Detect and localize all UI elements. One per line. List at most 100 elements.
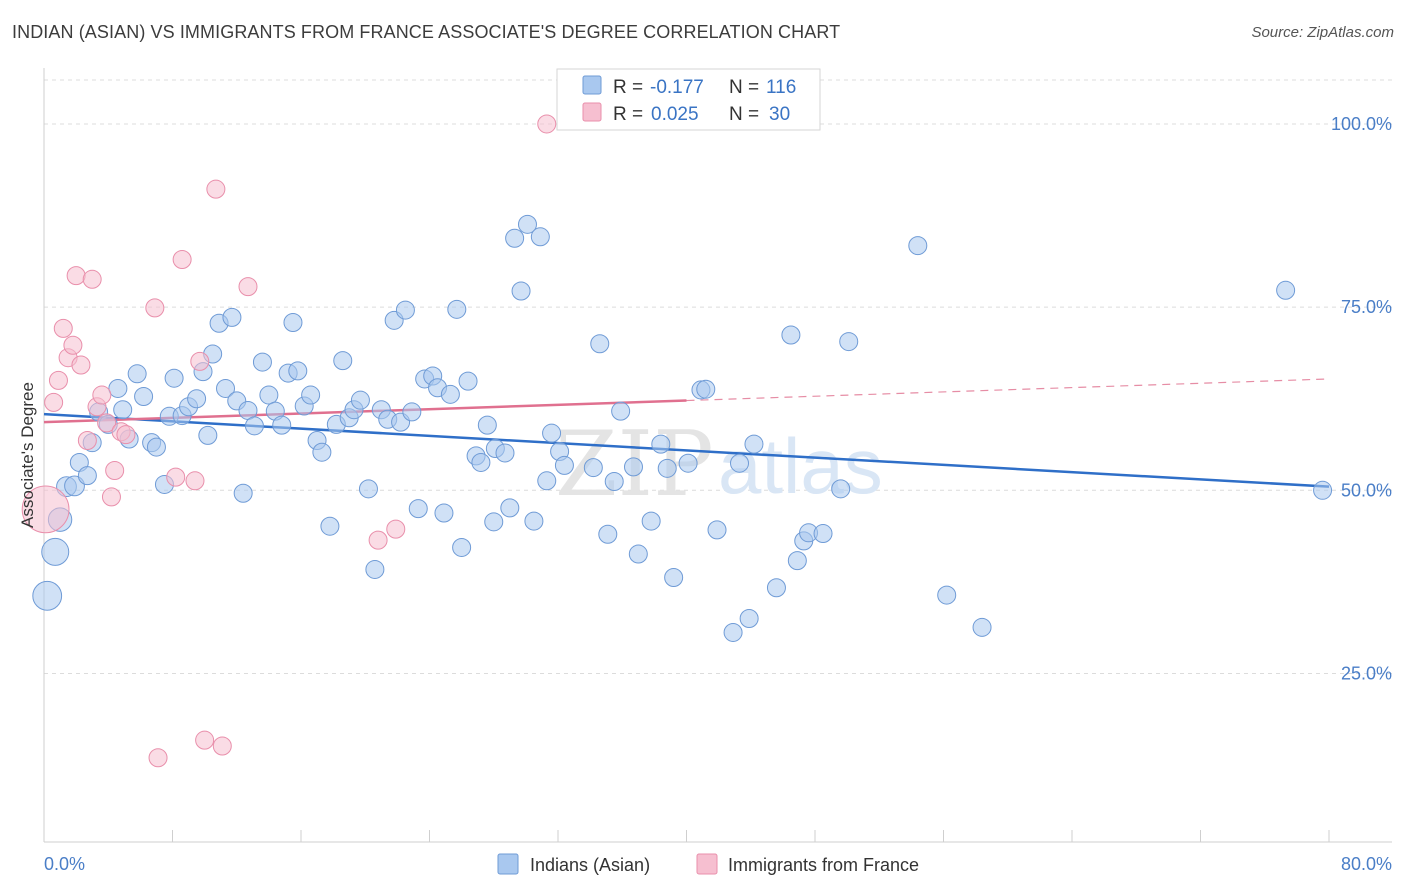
legend-swatch-france	[696, 853, 718, 875]
x-tick-label-min: 0.0%	[44, 854, 85, 874]
point-s1-4	[64, 475, 85, 497]
point-s2-12	[97, 413, 117, 433]
x-tick-label-max: 80.0%	[1341, 854, 1392, 874]
point-s1-64	[447, 299, 467, 319]
point-s1-110	[908, 236, 928, 256]
point-s1-70	[484, 512, 504, 532]
stat-n-label-1: N =	[729, 77, 759, 98]
legend-label-france: Immigrants from France	[728, 855, 919, 875]
point-s1-1	[41, 537, 70, 566]
point-s1-56	[395, 300, 415, 320]
watermark: ZIP atlas	[555, 412, 883, 517]
point-s1-44	[320, 516, 340, 536]
point-s1-93	[664, 567, 684, 587]
point-s1-100	[739, 609, 759, 629]
point-s1-76	[517, 214, 537, 234]
y-axis-label: Associate's Degree	[18, 382, 37, 528]
point-s1-77	[524, 511, 544, 531]
point-s1-102	[766, 578, 786, 598]
point-s2-9	[82, 269, 102, 289]
point-s1-108	[831, 479, 851, 499]
point-s1-89	[628, 544, 648, 564]
point-s1-112	[972, 617, 992, 637]
y-tick-labels: 25.0% 50.0% 75.0% 100.0%	[1331, 114, 1392, 684]
point-s1-109	[839, 332, 859, 352]
point-s2-22	[190, 351, 210, 371]
point-s1-10	[108, 378, 128, 398]
point-s1-33	[252, 352, 272, 372]
point-s1-96	[696, 379, 716, 399]
point-s2-27	[368, 530, 388, 550]
point-s1-43	[312, 442, 332, 462]
point-s1-24	[198, 425, 218, 445]
point-s2-23	[195, 730, 215, 750]
point-s1-91	[651, 434, 671, 454]
point-s2-13	[101, 487, 121, 507]
legend-swatch-indian	[497, 853, 519, 875]
y-tick-label-3: 100.0%	[1331, 114, 1392, 134]
point-s2-2	[48, 370, 68, 390]
point-s1-63	[440, 384, 460, 404]
point-s1-19	[164, 368, 184, 388]
point-s1-27	[216, 378, 236, 398]
series-legend: Indians (Asian) Immigrants from France	[497, 853, 919, 875]
point-s1-73	[500, 498, 520, 518]
point-s1-13	[127, 364, 147, 384]
point-s2-18	[148, 748, 168, 768]
point-s1-0	[32, 580, 63, 611]
point-s1-103	[781, 325, 801, 345]
point-s1-30	[233, 483, 253, 503]
point-s1-92	[657, 458, 677, 478]
point-s1-14	[134, 387, 154, 407]
point-s2-1	[44, 392, 64, 412]
point-s2-11	[92, 385, 112, 405]
stats-legend: R = -0.177 N = 116 R = 0.025 N = 30	[556, 68, 821, 131]
stat-r-label-1: R =	[613, 77, 643, 98]
y-tick-label-2: 75.0%	[1341, 297, 1392, 317]
point-s2-19	[166, 467, 186, 487]
point-s1-78	[530, 227, 550, 247]
point-s2-21	[185, 471, 205, 491]
stat-n-value-2: 30	[769, 104, 790, 125]
data-points	[21, 114, 1333, 768]
point-s2-5	[63, 335, 83, 355]
point-s1-68	[471, 452, 491, 472]
point-s1-97	[707, 520, 727, 540]
point-s1-114	[1313, 480, 1333, 500]
point-s1-36	[272, 415, 292, 435]
stat-n-value-1: 116	[766, 77, 796, 98]
point-s1-98	[723, 622, 743, 642]
point-s1-84	[590, 334, 610, 354]
point-s1-74	[505, 228, 525, 248]
point-s1-113	[1276, 280, 1296, 300]
point-s1-39	[288, 361, 308, 381]
point-s1-80	[542, 423, 562, 443]
point-s1-86	[604, 472, 624, 492]
point-s1-107	[813, 524, 833, 544]
point-s2-14	[105, 461, 125, 481]
point-s1-83	[583, 458, 603, 478]
point-s1-104	[787, 551, 807, 571]
point-s1-90	[641, 511, 661, 531]
point-s2-3	[53, 318, 73, 338]
point-s1-46	[333, 351, 353, 371]
point-s1-66	[458, 371, 478, 391]
point-s1-87	[611, 401, 631, 421]
trend-line-s2	[43, 399, 687, 424]
point-s2-26	[238, 277, 258, 297]
point-s1-32	[244, 416, 264, 436]
point-s1-88	[623, 457, 643, 477]
point-s2-25	[212, 736, 232, 756]
point-s1-75	[511, 281, 531, 301]
point-s1-22	[187, 389, 207, 409]
point-s1-57	[402, 402, 422, 422]
point-s1-41	[301, 385, 321, 405]
point-s2-24	[206, 179, 226, 199]
point-s1-82	[554, 455, 574, 475]
point-s1-16	[146, 437, 166, 457]
point-s1-6	[77, 466, 97, 486]
point-s1-34	[259, 385, 279, 405]
stats-swatch-france	[582, 102, 602, 122]
trend-line-dashed-s2	[686, 378, 1330, 402]
